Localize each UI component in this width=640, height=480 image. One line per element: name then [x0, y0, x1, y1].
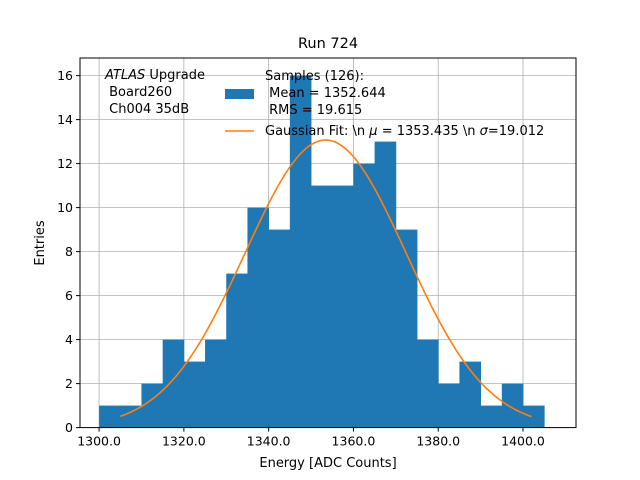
legend-hist-swatch — [225, 89, 254, 99]
y-axis-ticks: 0 2 4 6 8 10 12 14 16 — [57, 68, 80, 435]
legend-fit-mid: = 1353.435 \n — [378, 124, 480, 139]
histogram-bar — [395, 229, 418, 428]
x-tick-label: 1400.0 — [501, 434, 545, 449]
fit-curve-group — [119, 139, 532, 418]
x-tick-label: 1340.0 — [247, 434, 291, 449]
legend-fit-mu-symbol: μ — [368, 124, 377, 139]
chart-title: Run 724 — [298, 36, 358, 52]
histogram-bar — [438, 383, 460, 428]
y-tick-label: 10 — [57, 200, 73, 215]
histogram-bar — [501, 383, 524, 428]
histogram-bar — [480, 405, 503, 428]
annotation-line-2: Board260 — [105, 85, 172, 100]
y-tick-label: 12 — [57, 156, 73, 171]
histogram-bar — [268, 229, 291, 428]
legend-hist-line-1: Samples (126): — [265, 69, 364, 84]
annotation-upgrade: Upgrade — [145, 68, 205, 83]
histogram-bar — [374, 141, 397, 428]
histogram-bar — [141, 383, 164, 428]
legend: Samples (126): Mean = 1352.644 RMS = 19.… — [225, 69, 544, 139]
y-tick-label: 8 — [65, 244, 73, 259]
x-axis-label: Energy [ADC Counts] — [259, 456, 396, 471]
plot-frame — [79, 57, 577, 429]
histogram-bar — [205, 339, 227, 428]
histogram-bar — [183, 361, 206, 428]
histogram-bar — [120, 405, 142, 428]
histogram-bars — [99, 75, 545, 428]
x-tick-label: 1320.0 — [162, 434, 206, 449]
y-tick-label: 16 — [57, 68, 73, 83]
y-tick-label: 4 — [65, 332, 73, 347]
histogram-bar — [332, 185, 354, 428]
gaussian-fit-line — [119, 139, 532, 418]
y-axis-label: Entries — [33, 220, 48, 266]
legend-fit-prefix: Gaussian Fit: \n — [265, 124, 369, 139]
y-tick-label: 14 — [57, 112, 73, 127]
x-tick-label: 1380.0 — [416, 434, 460, 449]
legend-hist-line-3: RMS = 19.615 — [265, 103, 362, 118]
histogram-bar — [289, 75, 312, 428]
y-tick-label: 0 — [65, 420, 73, 435]
annotation-line-1: ATLAS Upgrade — [104, 68, 205, 83]
x-tick-label: 1360.0 — [332, 434, 376, 449]
annotation-box: ATLAS Upgrade Board260 Ch004 35dB — [104, 68, 205, 117]
y-tick-label: 2 — [65, 376, 73, 391]
legend-fit-suffix: =19.012 — [488, 124, 544, 139]
annotation-line-3: Ch004 35dB — [105, 102, 189, 117]
histogram-bar — [162, 339, 185, 428]
histogram-bar — [311, 185, 333, 428]
legend-hist-line-2: Mean = 1352.644 — [265, 86, 386, 101]
histogram-bar — [99, 405, 121, 428]
histogram-bar — [247, 207, 270, 428]
histogram-bar — [523, 405, 545, 428]
legend-fit-sigma-symbol: σ — [480, 124, 489, 139]
annotation-atlas: ATLAS — [104, 68, 145, 83]
histogram-bar — [417, 339, 439, 428]
histogram-bar — [353, 163, 376, 428]
legend-fit-label: Gaussian Fit: \n μ = 1353.435 \n σ=19.01… — [265, 124, 544, 139]
histogram-bar — [459, 361, 482, 428]
x-axis-ticks: 1300.0 1320.0 1340.0 1360.0 1380.0 1400.0 — [77, 427, 545, 449]
histogram-bar — [226, 273, 248, 428]
y-tick-label: 6 — [65, 288, 73, 303]
x-tick-label: 1300.0 — [77, 434, 121, 449]
